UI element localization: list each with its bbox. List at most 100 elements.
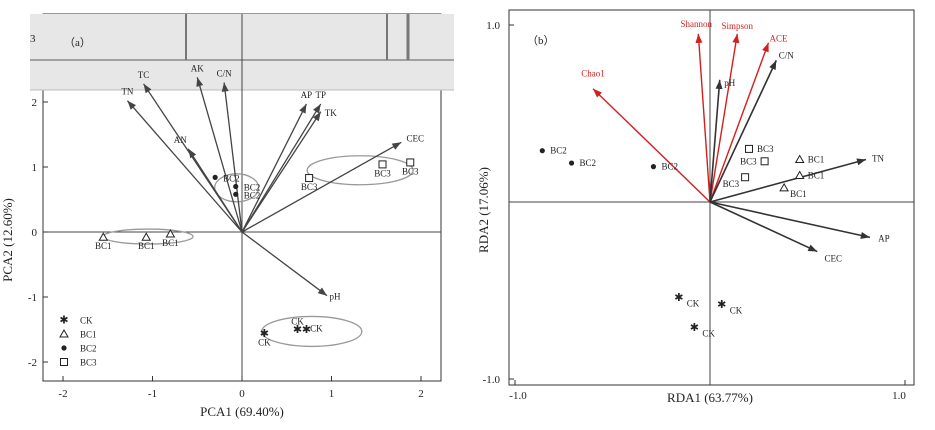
point-label: BC3 bbox=[301, 182, 318, 192]
x-tick-label: -1.0 bbox=[509, 390, 527, 402]
vector-ph-shaft bbox=[709, 79, 721, 203]
vector-shannon-shaft bbox=[697, 33, 711, 203]
group-ellipse bbox=[213, 173, 260, 203]
x-tick-label: 1 bbox=[329, 388, 335, 400]
point-label: BC2 bbox=[223, 173, 240, 183]
x-tick-label: 0 bbox=[239, 388, 245, 400]
point-label: CK bbox=[702, 329, 715, 339]
panel-b-x-axis-title: RDA1 (63.77%) bbox=[667, 390, 753, 405]
point-label: BC2 bbox=[244, 190, 261, 200]
data-point bbox=[794, 170, 805, 179]
point-label: BC1 bbox=[95, 241, 112, 251]
data-point: ✱ bbox=[293, 324, 302, 336]
panel-a-x-axis-title: PCA1 (69.40%) bbox=[200, 404, 284, 419]
vector-ace-head bbox=[762, 42, 769, 53]
vector-ap-shaft bbox=[241, 103, 308, 233]
vector-label: CEC bbox=[824, 254, 842, 264]
vector-ph-head bbox=[715, 79, 723, 90]
vector-label: TN bbox=[872, 154, 884, 164]
vector-label: TP bbox=[316, 90, 327, 100]
data-point bbox=[165, 228, 176, 238]
legend-label: BC2 bbox=[80, 344, 97, 354]
vector-ak-head bbox=[196, 77, 204, 87]
vector-cn-shaft bbox=[223, 82, 243, 233]
data-point bbox=[794, 154, 805, 164]
y-tick-label: -2 bbox=[28, 357, 37, 369]
vector-tn-shaft bbox=[126, 100, 243, 233]
point-label: CK bbox=[310, 324, 323, 334]
legend-label: BC1 bbox=[80, 330, 97, 340]
data-point bbox=[233, 191, 239, 197]
vector-label: TC bbox=[138, 70, 150, 80]
y-tick-label: 2 bbox=[32, 97, 38, 109]
point-label: CK bbox=[291, 317, 304, 327]
data-point: ✱ bbox=[260, 328, 269, 340]
vector-simpson-shaft bbox=[709, 33, 738, 203]
point-label: BC1 bbox=[138, 241, 155, 251]
vector-cec-head bbox=[391, 142, 402, 150]
point-label: BC1 bbox=[162, 238, 179, 248]
vector-shannon-head bbox=[695, 33, 703, 44]
point-label: BC3 bbox=[723, 179, 740, 189]
vector-ph-shaft bbox=[241, 231, 328, 297]
y-tick-label: 0 bbox=[32, 227, 38, 239]
panel-a-y-axis-title: PCA2 (12.60%) bbox=[0, 198, 15, 282]
point-label: CK bbox=[687, 299, 700, 309]
vector-tp-shaft bbox=[241, 103, 322, 233]
point-label: BC2 bbox=[550, 146, 567, 156]
vector-label: C/N bbox=[779, 50, 795, 60]
vector-label: AP bbox=[878, 233, 890, 243]
data-point bbox=[779, 182, 789, 192]
vector-simpson-head bbox=[732, 33, 740, 44]
vector-cec-shaft bbox=[241, 141, 402, 233]
legend-marker bbox=[59, 328, 69, 338]
panel-a-overflow-ytick: 3 bbox=[30, 33, 36, 45]
y-tick-label: -1 bbox=[28, 292, 37, 304]
vector-cn-head bbox=[769, 60, 777, 71]
vector-cn-shaft bbox=[709, 60, 778, 203]
panel-b-y-axis-title: RDA2 (17.06%) bbox=[476, 167, 491, 253]
vector-label: Simpson bbox=[722, 21, 754, 31]
point-label: CK bbox=[730, 306, 743, 316]
vector-label: pH bbox=[330, 292, 342, 302]
y-tick-label: -1.0 bbox=[483, 374, 501, 386]
data-point bbox=[305, 174, 314, 183]
data-point: ✱ bbox=[302, 324, 311, 336]
data-point bbox=[212, 174, 218, 180]
legend-marker bbox=[60, 358, 68, 366]
data-point bbox=[650, 164, 657, 170]
legend-marker bbox=[61, 345, 67, 351]
vector-ap-shaft bbox=[709, 201, 871, 239]
panel-a-plot: -2-2-1-1001122TNANTCAKC/NAPTPTKCECpHBC1B… bbox=[28, 14, 441, 400]
data-point: ✱ bbox=[690, 322, 699, 334]
point-label: BC3 bbox=[402, 166, 419, 176]
vector-label: AK bbox=[191, 63, 204, 73]
data-point bbox=[233, 183, 239, 190]
data-point bbox=[539, 148, 545, 154]
vector-cec-shaft bbox=[709, 201, 818, 253]
data-point: ✱ bbox=[717, 299, 726, 311]
point-label: BC1 bbox=[808, 155, 825, 165]
point-label: BC3 bbox=[374, 168, 391, 178]
vector-ace-shaft bbox=[709, 42, 770, 203]
panel-b-frame bbox=[508, 9, 915, 386]
point-label: BC1 bbox=[790, 189, 807, 199]
vector-label: pH bbox=[724, 78, 736, 88]
point-label: BC2 bbox=[661, 162, 678, 172]
legend-marker: ✱ bbox=[59, 315, 68, 327]
vector-label: CEC bbox=[407, 133, 425, 143]
vector-label: TK bbox=[325, 108, 337, 118]
panel-b-plot: -1.0 -1.0 1.0 1.0 Shannon Simpson ACE Chao1 pH C/… bbox=[483, 10, 914, 402]
panel-a-label: （a） bbox=[64, 36, 91, 49]
vector-tn-head bbox=[856, 158, 866, 166]
x-tick-label: -1 bbox=[148, 388, 157, 400]
data-point bbox=[141, 232, 152, 241]
data-point: ✱ bbox=[674, 292, 683, 304]
legend-label: BC3 bbox=[80, 358, 97, 368]
vector-ak-shaft bbox=[196, 77, 243, 233]
vector-chao1-shaft bbox=[592, 88, 711, 203]
data-point bbox=[745, 144, 753, 153]
group-ellipse bbox=[306, 155, 414, 186]
vector-cn-head bbox=[221, 82, 229, 92]
